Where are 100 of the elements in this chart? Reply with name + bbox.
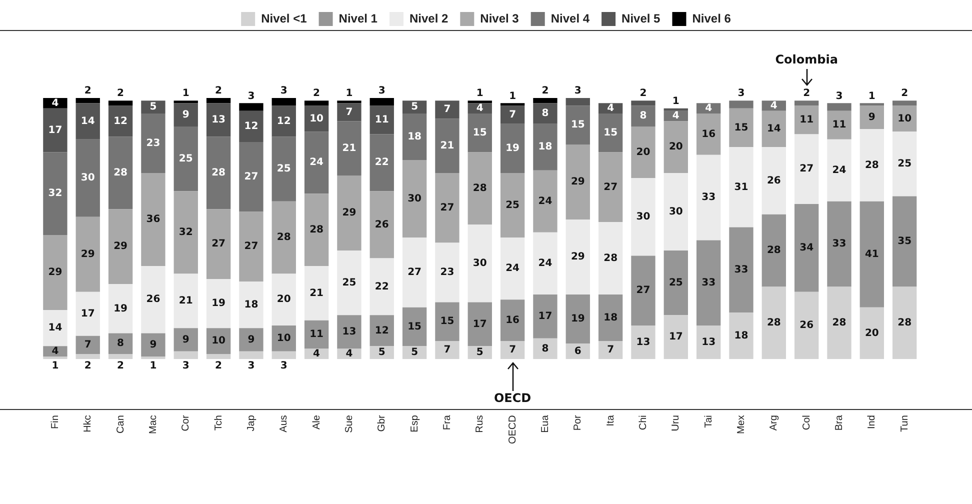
data-label: 30 <box>668 206 683 218</box>
data-label: 12 <box>374 325 389 336</box>
bar <box>43 346 68 357</box>
data-label: 17 <box>472 318 487 330</box>
data-label: 26 <box>374 219 389 230</box>
data-label: 15 <box>408 321 422 332</box>
data-label: 24 <box>538 258 552 270</box>
data-label: 3 <box>574 86 582 97</box>
bar <box>631 100 656 106</box>
bar <box>729 108 754 148</box>
bar <box>664 108 688 111</box>
bar <box>664 250 688 316</box>
data-label: 9 <box>868 112 876 123</box>
bar <box>174 274 198 328</box>
data-label: 30 <box>636 212 650 223</box>
data-label: 7 <box>607 344 614 356</box>
data-label: 3 <box>738 88 745 100</box>
data-label: 1 <box>868 90 876 102</box>
x-tick-label: Por <box>572 414 584 431</box>
bar <box>794 292 819 360</box>
bar <box>206 209 231 279</box>
data-label: 21 <box>178 296 193 307</box>
bar <box>533 338 558 360</box>
data-label: 4 <box>705 102 712 114</box>
data-label: 15 <box>604 127 618 138</box>
data-label: 5 <box>411 347 418 358</box>
x-tick-label: Col <box>801 415 812 430</box>
bar <box>533 103 558 124</box>
data-label: 41 <box>864 249 879 260</box>
data-label: 15 <box>570 120 585 131</box>
bar <box>43 152 68 236</box>
legend-label: Nivel 5 <box>622 11 661 26</box>
bar <box>762 110 786 148</box>
bar <box>141 356 166 360</box>
legend-label: Nivel 3 <box>480 11 520 26</box>
data-label: 12 <box>114 116 128 127</box>
data-label: 36 <box>146 214 160 226</box>
data-label: 4 <box>607 102 614 114</box>
bar <box>794 204 819 292</box>
data-label: 5 <box>150 102 157 113</box>
bar <box>566 220 590 294</box>
bar <box>435 100 460 119</box>
data-label: 23 <box>146 138 160 149</box>
bar <box>43 310 68 346</box>
data-label: 13 <box>702 336 716 348</box>
data-label: 8 <box>542 343 549 354</box>
data-label: 4 <box>52 98 59 109</box>
bar <box>729 147 754 228</box>
bar <box>108 106 133 137</box>
x-tick-label: Ita <box>605 414 616 426</box>
data-label: 7 <box>84 339 92 350</box>
bar <box>533 124 558 170</box>
data-label: 1 <box>672 96 680 107</box>
bar <box>729 227 754 313</box>
data-label: 29 <box>114 241 128 252</box>
x-tick-label: Eua <box>540 414 551 433</box>
bar <box>468 152 492 225</box>
data-label: 28 <box>898 318 912 329</box>
data-label: 33 <box>702 192 716 204</box>
bar <box>337 100 362 104</box>
bar <box>76 98 100 104</box>
data-label: 27 <box>604 182 618 193</box>
data-label: 17 <box>80 308 95 320</box>
data-label: 24 <box>538 196 552 208</box>
data-label: 2 <box>803 88 810 100</box>
x-tick-label: Ale <box>311 414 322 430</box>
bar <box>174 100 198 104</box>
x-tick-label: Uru <box>670 415 682 432</box>
bar <box>206 98 231 104</box>
data-label: 20 <box>276 294 291 306</box>
data-label: 2 <box>117 88 124 100</box>
data-label: 27 <box>440 202 454 214</box>
data-label: 25 <box>342 277 356 288</box>
data-label: 27 <box>636 285 650 296</box>
x-tick-label: Hkc <box>82 415 94 432</box>
data-label: 27 <box>244 241 258 252</box>
bar <box>468 224 492 302</box>
x-tick-label: Fra <box>442 414 453 430</box>
data-label: 17 <box>668 332 683 343</box>
bar <box>892 286 917 360</box>
data-label: 1 <box>476 88 484 100</box>
data-label: 9 <box>182 109 190 120</box>
data-label: 2 <box>215 360 222 372</box>
bar <box>304 100 329 106</box>
bar <box>435 118 460 173</box>
x-tick-label: Arg <box>768 415 780 431</box>
bar <box>533 98 558 104</box>
data-label: 2 <box>313 88 320 100</box>
bar <box>696 240 721 326</box>
data-label: 3 <box>248 90 255 102</box>
data-label: 5 <box>476 347 484 358</box>
data-label: 19 <box>570 314 585 325</box>
data-label: 28 <box>114 168 128 179</box>
data-label: 28 <box>766 318 781 329</box>
bar <box>76 336 100 354</box>
bar <box>468 114 492 152</box>
data-label: 25 <box>276 164 291 175</box>
data-label: 26 <box>146 294 160 306</box>
data-label: 24 <box>310 157 324 168</box>
data-label: 10 <box>212 336 226 347</box>
